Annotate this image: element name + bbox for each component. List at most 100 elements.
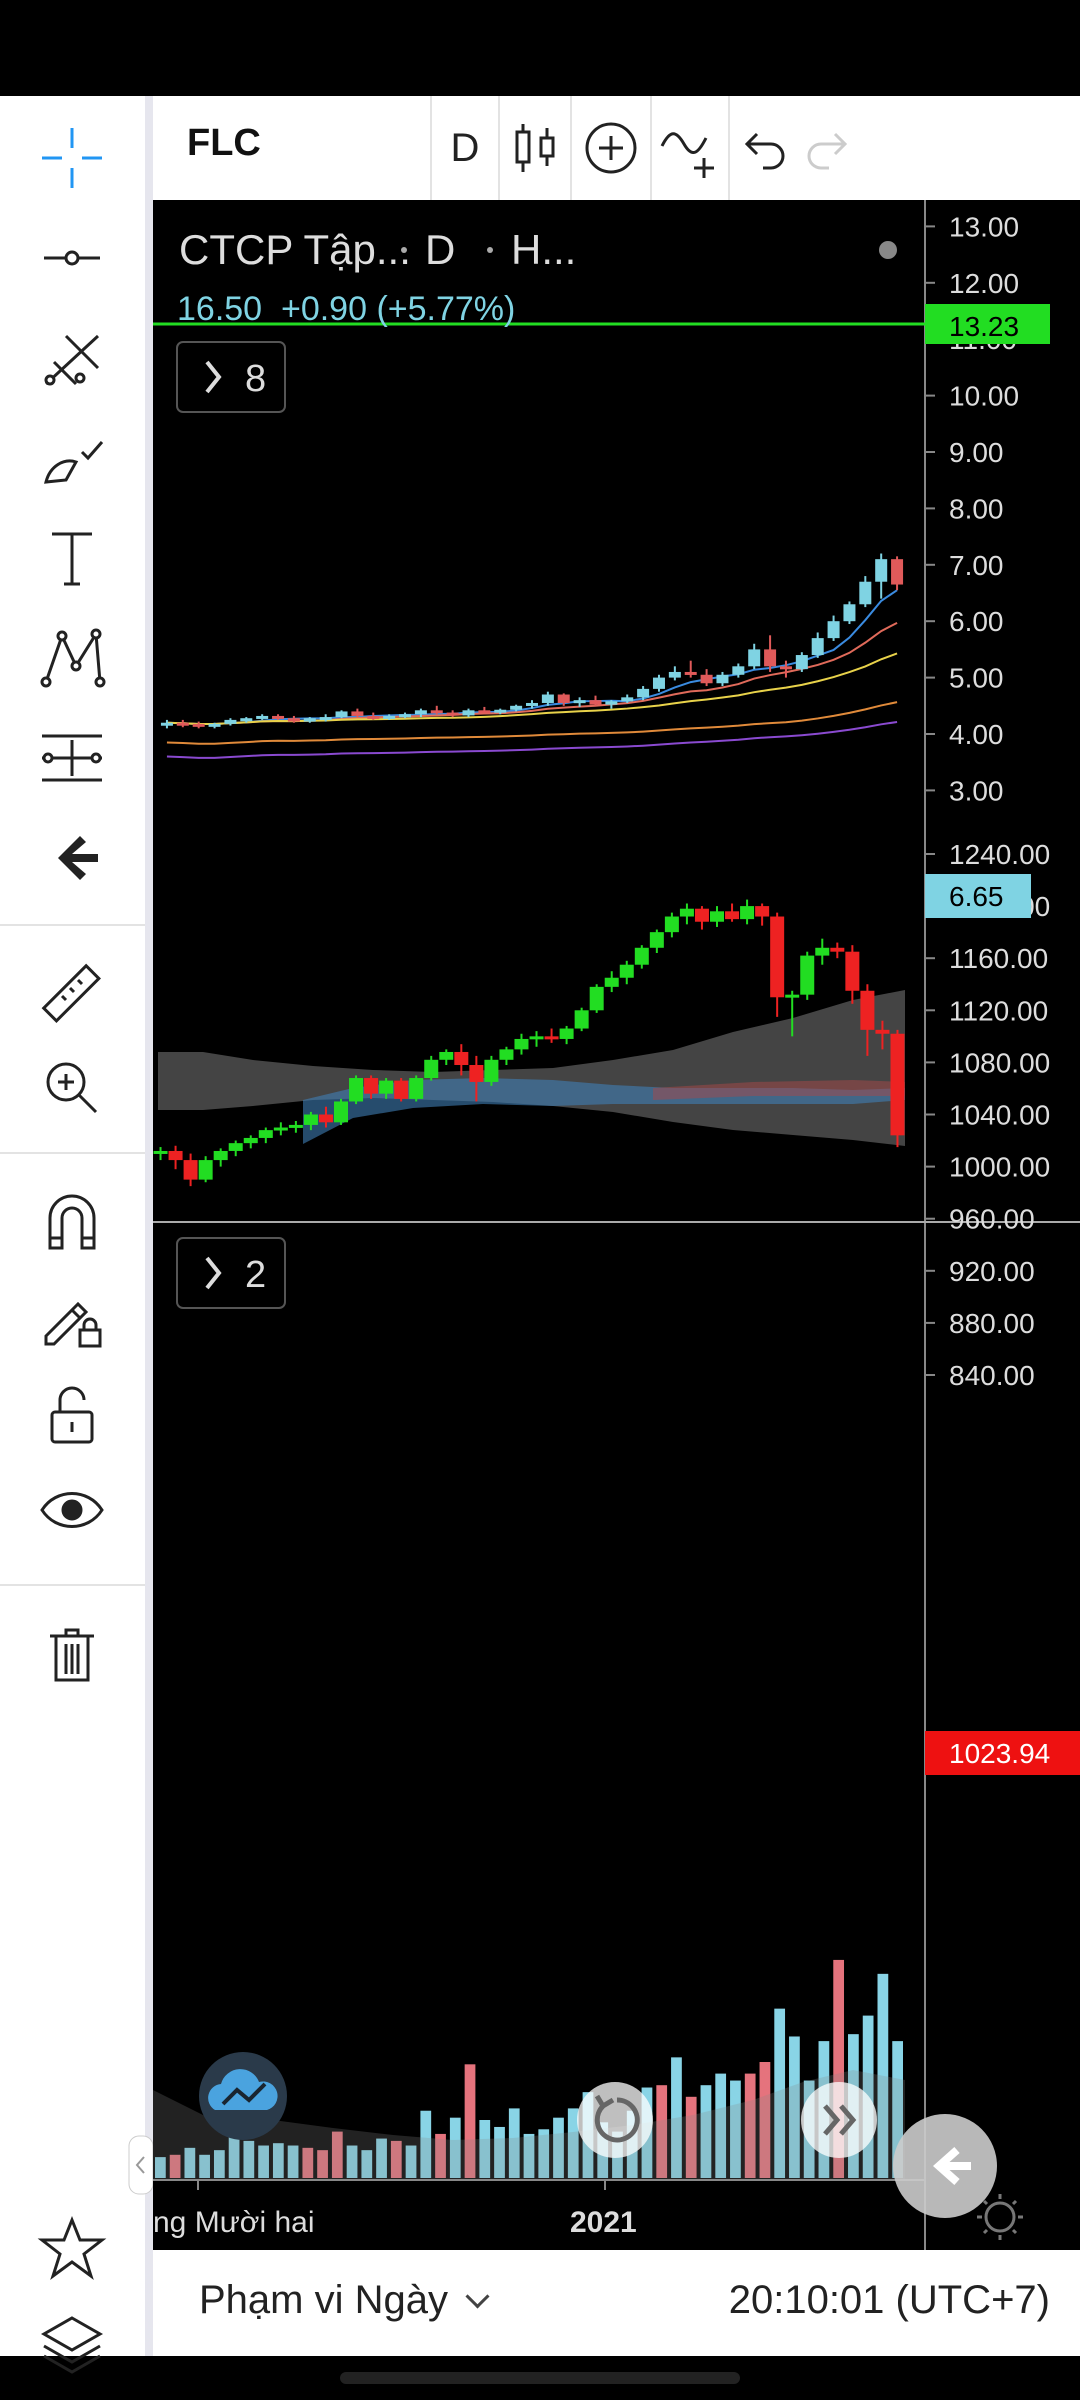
- redo-button[interactable]: [796, 96, 862, 200]
- candle-body: [364, 1078, 379, 1094]
- svg-text:1023.94: 1023.94: [949, 1738, 1050, 1769]
- candle-body: [710, 911, 724, 922]
- clock-timezone[interactable]: 20:10:01 (UTC+7): [728, 2278, 1050, 2322]
- candle-body: [240, 718, 253, 722]
- candle-body: [725, 911, 740, 920]
- zoom-in-tool[interactable]: [22, 1046, 122, 1130]
- object-tree-tool[interactable]: [22, 2302, 122, 2386]
- candle-body: [770, 916, 785, 998]
- redo-icon: [807, 132, 848, 170]
- candle-body: [732, 666, 745, 675]
- hide-toolbar-button[interactable]: [22, 816, 122, 900]
- volume-bar: [331, 2131, 343, 2178]
- candle-body: [499, 1049, 514, 1060]
- lock-drawings-tool[interactable]: [22, 1276, 122, 1360]
- lock-all-tool[interactable]: [22, 1372, 122, 1456]
- toolbar-divider: [498, 96, 500, 200]
- magnet-tool[interactable]: [22, 1180, 122, 1264]
- index-pane-indicators-toggle[interactable]: 2: [176, 1237, 286, 1309]
- candle-body: [462, 710, 475, 716]
- axis-tick-label: 880.00: [949, 1308, 1035, 1339]
- price-pane-indicators-toggle[interactable]: 8: [176, 341, 286, 413]
- volume-bar: [199, 2154, 210, 2178]
- date-range-selector[interactable]: Phạm vi Ngày: [199, 2278, 490, 2323]
- candle-body: [559, 1028, 574, 1039]
- chart-canvas[interactable]: 14.0013.0012.0011.0010.009.008.007.006.0…: [153, 200, 1080, 2250]
- symbol-search[interactable]: FLC: [187, 122, 261, 164]
- brush-tool[interactable]: [22, 416, 122, 500]
- candle-body: [621, 697, 634, 702]
- toolbar-divider: [570, 96, 572, 200]
- indicators-button[interactable]: [652, 96, 728, 200]
- volume-bar: [155, 2157, 166, 2178]
- candle-body: [800, 955, 815, 995]
- reset-chart-button[interactable]: [577, 2082, 653, 2158]
- pattern-tool[interactable]: [22, 616, 122, 700]
- candle-body: [859, 581, 872, 605]
- volume-bar: [449, 2117, 461, 2178]
- candle-body: [652, 677, 665, 689]
- go-back-button[interactable]: [893, 2114, 997, 2218]
- candle-body: [716, 674, 729, 684]
- toolbar-divider: [728, 96, 730, 200]
- magnet-icon: [48, 1194, 96, 1250]
- candle-body: [454, 1051, 469, 1066]
- candle-body: [469, 1065, 484, 1082]
- home-indicator: [340, 2372, 740, 2384]
- axis-tick-label: 8.00: [949, 493, 1004, 524]
- cloud-watchlist-button[interactable]: [199, 2052, 287, 2140]
- ruler-tool[interactable]: [22, 952, 122, 1036]
- axis-tick-label: 920.00: [949, 1256, 1035, 1287]
- volume-bar: [567, 2108, 579, 2178]
- star-icon: [37, 2215, 107, 2280]
- prediction-tool[interactable]: [22, 716, 122, 800]
- volume-bar: [376, 2138, 387, 2178]
- volume-bar: [833, 1959, 845, 2178]
- volume-bar: [213, 2150, 225, 2178]
- remove-drawings-tool[interactable]: [22, 1612, 122, 1696]
- sidebar-collapse-icon[interactable]: [128, 2135, 154, 2195]
- ichimoku-cloud: [158, 990, 905, 1146]
- candle-body: [875, 1029, 890, 1034]
- market-status-dot[interactable]: [879, 241, 897, 259]
- candle-body: [827, 621, 840, 639]
- candle-body: [891, 559, 904, 585]
- volume-bar: [892, 2041, 903, 2178]
- unlock-icon: [50, 1386, 94, 1444]
- volume-bar: [302, 2147, 314, 2178]
- candle-body: [478, 710, 491, 714]
- volume-bar: [656, 2085, 668, 2178]
- legend-title[interactable]: CTCP Tập...: [179, 226, 411, 273]
- candle-body: [287, 718, 300, 722]
- volume-bar: [671, 2057, 682, 2178]
- volume-ma-area: [153, 2070, 905, 2180]
- candle-body: [394, 1080, 409, 1099]
- pitchfork-tool[interactable]: [22, 316, 122, 400]
- candle-body: [573, 700, 586, 704]
- chevron-right-icon: [205, 1256, 222, 1290]
- settings-icon[interactable]: [977, 2194, 1023, 2240]
- candle-body: [335, 711, 348, 718]
- legend-dot: [401, 247, 407, 253]
- kumo-red: [653, 1080, 905, 1100]
- undo-button[interactable]: [730, 96, 796, 200]
- volume-bar: [405, 2145, 417, 2178]
- candle-body: [367, 715, 380, 719]
- interval-button[interactable]: D: [450, 125, 480, 170]
- axis-tick-label: 10.00: [949, 381, 1019, 412]
- ruler-icon: [41, 963, 101, 1023]
- candle-body: [541, 694, 554, 703]
- volume-bar: [730, 2080, 741, 2178]
- compare-button[interactable]: [572, 96, 650, 200]
- crosshair-tool[interactable]: [22, 116, 122, 200]
- candle-body: [589, 986, 604, 1011]
- volume-bar: [420, 2110, 432, 2178]
- candle-body: [510, 705, 523, 710]
- text-tool[interactable]: [22, 516, 122, 600]
- favorites-tool[interactable]: [22, 2206, 122, 2290]
- scroll-to-realtime-button[interactable]: [801, 2082, 877, 2158]
- trend-line-tool[interactable]: [22, 216, 122, 300]
- chart-type-button[interactable]: [500, 96, 570, 200]
- indicators-icon: [660, 132, 714, 178]
- hide-drawings-tool[interactable]: [22, 1468, 122, 1552]
